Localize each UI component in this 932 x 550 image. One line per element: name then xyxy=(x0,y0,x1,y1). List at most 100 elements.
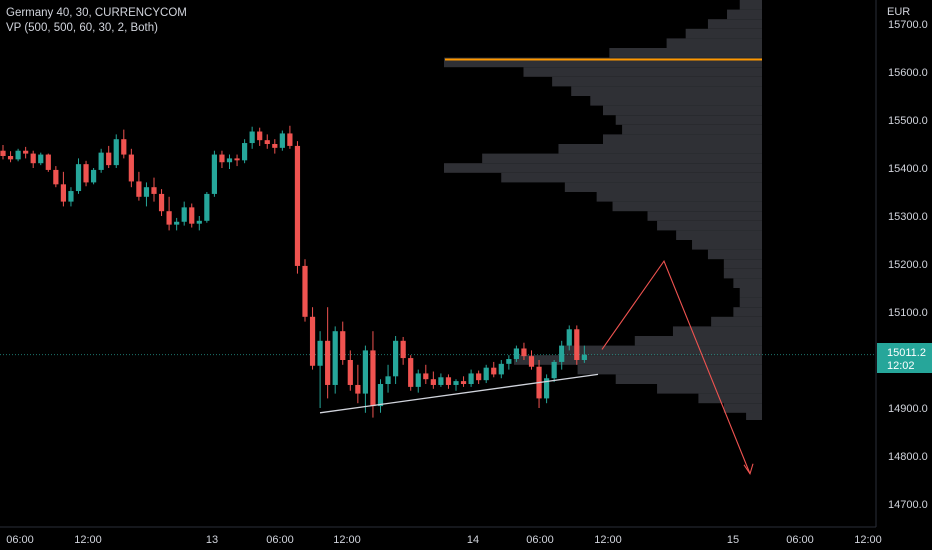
candle-body[interactable] xyxy=(559,345,565,362)
volume-profile-bar xyxy=(558,144,762,154)
candle-body[interactable] xyxy=(521,348,527,357)
candle-body[interactable] xyxy=(400,340,406,359)
candle-body[interactable] xyxy=(408,358,414,387)
candle-body[interactable] xyxy=(166,211,172,225)
candle-body[interactable] xyxy=(370,350,376,407)
candle-body[interactable] xyxy=(498,363,504,375)
candle-body[interactable] xyxy=(249,131,255,144)
volume-profile-bar xyxy=(564,182,762,192)
candle-body[interactable] xyxy=(174,221,180,225)
candle-body[interactable] xyxy=(30,153,36,164)
candle-body[interactable] xyxy=(355,384,361,394)
candle-body[interactable] xyxy=(196,220,202,224)
candle-body[interactable] xyxy=(438,377,444,385)
candle-body[interactable] xyxy=(211,154,217,194)
candle-body[interactable] xyxy=(38,154,44,164)
candle-body[interactable] xyxy=(219,154,225,163)
time-axis[interactable]: 06:00 12:00 13 06:00 12:00 14 06:00 12:00 15 06:0… xyxy=(6,534,882,546)
candle-body[interactable] xyxy=(340,331,346,360)
candle-body[interactable] xyxy=(91,169,97,183)
volume-profile-bar xyxy=(612,201,762,212)
projection-arrow[interactable] xyxy=(601,259,751,474)
candle-body[interactable] xyxy=(189,207,195,224)
candle-body[interactable] xyxy=(362,350,368,394)
price-tick-label: 15500.0 xyxy=(888,115,928,127)
price-axis[interactable]: 15700.0 15600.0 15500.0 15400.0 15300.0 15200… xyxy=(888,19,928,511)
candle-body[interactable] xyxy=(483,367,489,381)
candle-body[interactable] xyxy=(460,381,467,384)
candle-body[interactable] xyxy=(60,184,66,202)
candle-body[interactable] xyxy=(0,150,6,156)
candle-body[interactable] xyxy=(544,378,550,399)
candle-body[interactable] xyxy=(136,181,142,197)
candle-body[interactable] xyxy=(423,373,429,380)
candle-body[interactable] xyxy=(551,361,557,379)
candle-body[interactable] xyxy=(287,133,293,146)
volume-profile-bar xyxy=(552,76,762,87)
candle-body[interactable] xyxy=(272,144,278,148)
candle-body[interactable] xyxy=(53,169,59,185)
price-tick-label: 15700.0 xyxy=(888,19,928,31)
candle-body[interactable] xyxy=(491,367,497,375)
candle-body[interactable] xyxy=(242,143,248,161)
candle-body[interactable] xyxy=(393,340,399,377)
candle-body[interactable] xyxy=(279,133,285,148)
candle-body[interactable] xyxy=(75,164,82,192)
candle-body[interactable] xyxy=(453,381,459,385)
candle-body[interactable] xyxy=(15,150,21,160)
candle-body[interactable] xyxy=(513,348,519,360)
candle-body[interactable] xyxy=(332,331,338,385)
price-tick-label: 15300.0 xyxy=(888,211,928,223)
candle-body[interactable] xyxy=(143,187,150,197)
candle-body[interactable] xyxy=(347,360,353,385)
candle-body[interactable] xyxy=(83,164,89,183)
time-tick-label: 06:00 xyxy=(786,534,814,546)
symbol-title[interactable]: Germany 40, 30, CURRENCYCOM xyxy=(6,7,187,19)
time-tick-label: 15 xyxy=(727,534,739,546)
indicator-title[interactable]: VP (500, 500, 60, 30, 2, Both) xyxy=(6,22,158,34)
candle-body[interactable] xyxy=(430,379,436,385)
volume-profile-bar xyxy=(590,96,762,106)
candle-body[interactable] xyxy=(476,373,482,381)
candle-body[interactable] xyxy=(468,373,474,384)
candle-body[interactable] xyxy=(98,152,104,170)
candle-body[interactable] xyxy=(385,376,391,384)
candle-body[interactable] xyxy=(204,193,210,221)
candle-body[interactable] xyxy=(106,152,112,166)
candle-body[interactable] xyxy=(581,354,587,360)
candle-body[interactable] xyxy=(226,158,233,163)
candle-body[interactable] xyxy=(566,329,572,346)
volume-profile-bar xyxy=(609,48,762,58)
candle-body[interactable] xyxy=(264,140,270,144)
candle-body[interactable] xyxy=(317,340,323,366)
candle-body[interactable] xyxy=(302,265,308,317)
candle-body[interactable] xyxy=(113,139,119,166)
candle-body[interactable] xyxy=(325,340,331,385)
candle-body[interactable] xyxy=(257,131,263,141)
candle-body[interactable] xyxy=(7,156,14,160)
candle-body[interactable] xyxy=(574,329,580,360)
candle-body[interactable] xyxy=(121,139,127,155)
candle-body[interactable] xyxy=(377,384,384,407)
candle-body[interactable] xyxy=(506,359,512,364)
chart-legend: Germany 40, 30, CURRENCYCOM VP (500, 500… xyxy=(6,6,187,36)
candle-body[interactable] xyxy=(309,316,316,366)
time-tick-label: 06:00 xyxy=(526,534,554,546)
candle-body[interactable] xyxy=(151,187,157,194)
trendline[interactable] xyxy=(319,373,599,414)
candle-body[interactable] xyxy=(528,356,535,367)
candle-body[interactable] xyxy=(415,373,421,387)
candle-body[interactable] xyxy=(445,377,452,385)
price-tick-label: 14700.0 xyxy=(888,499,928,511)
volume-profile-bar xyxy=(596,192,762,202)
candle-body[interactable] xyxy=(68,191,74,202)
candle-body[interactable] xyxy=(234,158,240,161)
candle-body[interactable] xyxy=(294,145,301,266)
candle-body[interactable] xyxy=(23,150,29,154)
candle-body[interactable] xyxy=(45,154,51,170)
candle-body[interactable] xyxy=(158,193,165,212)
volume-profile-bar xyxy=(723,403,762,413)
candle-body[interactable] xyxy=(128,154,134,182)
candle-body[interactable] xyxy=(181,207,187,222)
